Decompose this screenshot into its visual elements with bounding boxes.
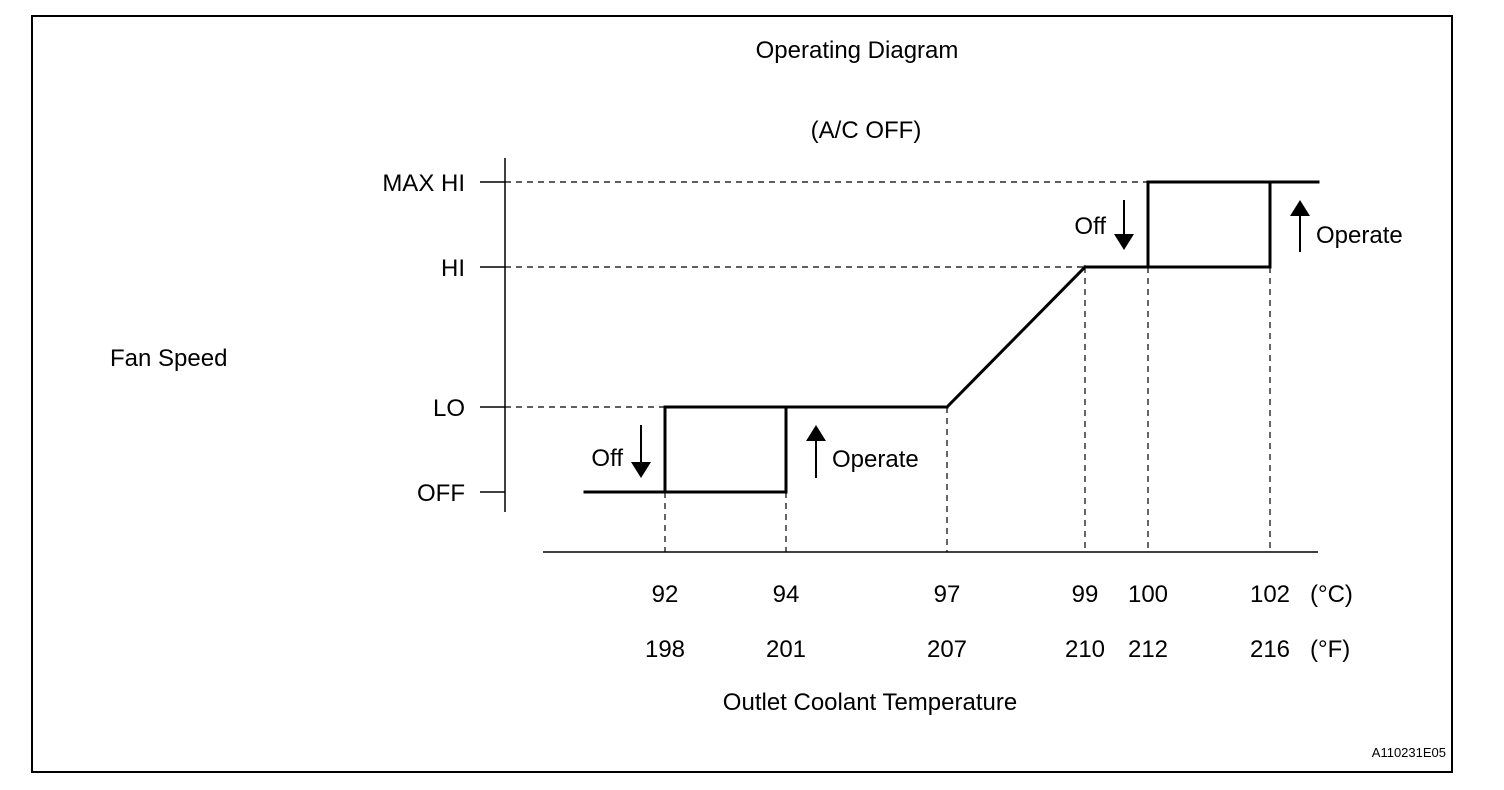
- x-tick-label-fahrenheit: 201: [766, 636, 806, 663]
- x-tick-label-fahrenheit: 198: [645, 636, 685, 663]
- arrow-head: [1290, 200, 1310, 216]
- x-tick-label-fahrenheit: 216: [1250, 636, 1290, 663]
- x-tick-label-celsius: 100: [1128, 581, 1168, 608]
- y-level-label: HI: [441, 255, 465, 282]
- speed-curve: [583, 180, 1320, 494]
- annotations: Off Operate Off Operate: [591, 200, 1403, 478]
- annotation-label: Off: [591, 445, 623, 472]
- up-arrow-icon: [806, 425, 826, 478]
- x-tick-label-celsius: 92: [652, 581, 679, 608]
- arrow-head: [806, 425, 826, 441]
- y-level-label: LO: [433, 395, 465, 422]
- y-axis-title: Fan Speed: [110, 345, 227, 372]
- annotation-label: Operate: [1316, 222, 1403, 249]
- x-tick-label-celsius: 102: [1250, 581, 1290, 608]
- x-tick-labels: 92 198 94 201 97 207 99 210 100 212 102 216 (°C) (°F): [645, 581, 1353, 663]
- curve-segment: [944, 264, 1088, 410]
- down-arrow-icon: [1114, 200, 1134, 250]
- y-level-label: OFF: [417, 480, 465, 507]
- x-axis-title: Outlet Coolant Temperature: [723, 689, 1017, 716]
- y-tick-labels: OFF LO HI MAX HI: [382, 170, 465, 507]
- x-tick-label-celsius: 97: [934, 581, 961, 608]
- x-tick-label-fahrenheit: 210: [1065, 636, 1105, 663]
- arrow-head: [1114, 234, 1134, 250]
- dashed-guides: [480, 181, 1271, 552]
- x-tick-label-celsius: 94: [773, 581, 800, 608]
- figure-code: A110231E05: [1372, 745, 1446, 760]
- up-arrow-icon: [1290, 200, 1310, 252]
- x-tick-label-celsius: 99: [1072, 581, 1099, 608]
- arrow-head: [631, 462, 651, 478]
- x-unit-fahrenheit: (°F): [1310, 636, 1350, 663]
- chart-subtitle: (A/C OFF): [811, 117, 922, 144]
- annotation-label: Operate: [832, 446, 919, 473]
- x-tick-label-fahrenheit: 212: [1128, 636, 1168, 663]
- chart-title: Operating Diagram: [756, 37, 959, 64]
- figure-border: [31, 15, 1453, 773]
- x-unit-celsius: (°C): [1310, 581, 1353, 608]
- x-tick-label-fahrenheit: 207: [927, 636, 967, 663]
- annotation-label: Off: [1074, 213, 1106, 240]
- y-level-label: MAX HI: [382, 170, 465, 197]
- down-arrow-icon: [631, 425, 651, 478]
